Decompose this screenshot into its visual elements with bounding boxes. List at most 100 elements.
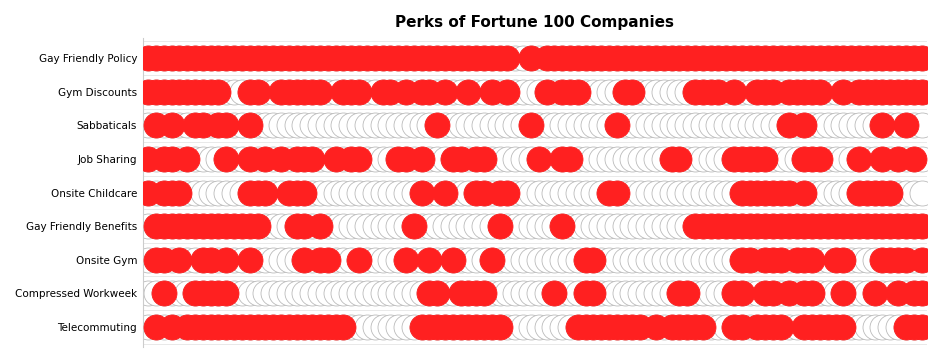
- Point: [757, 290, 772, 296]
- Point: [899, 156, 914, 162]
- Point: [320, 324, 335, 330]
- Point: [219, 156, 234, 162]
- Point: [235, 324, 250, 330]
- Point: [735, 290, 750, 296]
- Point: [555, 290, 570, 296]
- Point: [469, 324, 484, 330]
- Point: [578, 257, 593, 262]
- Point: [359, 89, 374, 95]
- Point: [235, 223, 250, 229]
- Point: [226, 190, 241, 195]
- Point: [437, 89, 452, 95]
- Point: [657, 290, 672, 296]
- Point: [906, 257, 921, 262]
- Point: [781, 89, 796, 95]
- Point: [414, 324, 430, 330]
- Point: [672, 190, 687, 195]
- Point: [868, 190, 883, 195]
- Point: [641, 190, 656, 195]
- Point: [593, 55, 609, 61]
- Point: [250, 122, 265, 128]
- Point: [586, 89, 601, 95]
- Point: [437, 190, 452, 195]
- Point: [586, 257, 601, 262]
- Point: [313, 223, 328, 229]
- Point: [203, 223, 219, 229]
- Point: [398, 257, 414, 262]
- Point: [844, 55, 859, 61]
- Point: [906, 290, 921, 296]
- Point: [609, 122, 625, 128]
- Point: [672, 122, 687, 128]
- Point: [531, 223, 546, 229]
- Point: [735, 156, 750, 162]
- Point: [883, 290, 898, 296]
- Point: [906, 55, 921, 61]
- Point: [289, 324, 304, 330]
- Point: [914, 55, 929, 61]
- Point: [203, 324, 219, 330]
- Point: [757, 223, 772, 229]
- Point: [282, 89, 297, 95]
- Point: [484, 324, 499, 330]
- Point: [679, 223, 694, 229]
- Point: [140, 122, 155, 128]
- Point: [446, 223, 461, 229]
- Point: [828, 156, 843, 162]
- Point: [422, 223, 437, 229]
- Point: [195, 55, 210, 61]
- Point: [688, 55, 703, 61]
- Point: [797, 324, 812, 330]
- Point: [477, 257, 492, 262]
- Point: [812, 324, 827, 330]
- Point: [156, 324, 171, 330]
- Point: [235, 55, 250, 61]
- Point: [477, 122, 492, 128]
- Point: [797, 223, 812, 229]
- Point: [313, 156, 328, 162]
- Point: [195, 156, 210, 162]
- Point: [531, 55, 546, 61]
- Point: [430, 324, 445, 330]
- Point: [219, 122, 234, 128]
- Point: [633, 55, 648, 61]
- Point: [297, 324, 312, 330]
- Point: [586, 190, 601, 195]
- Point: [766, 223, 781, 229]
- Point: [515, 324, 530, 330]
- Point: [828, 324, 843, 330]
- Point: [883, 257, 898, 262]
- Point: [735, 156, 750, 162]
- Point: [820, 122, 836, 128]
- Point: [719, 223, 734, 229]
- Point: [602, 190, 617, 195]
- Point: [735, 324, 750, 330]
- Point: [211, 290, 226, 296]
- Point: [773, 324, 788, 330]
- Point: [367, 156, 382, 162]
- Point: [375, 223, 390, 229]
- Point: [469, 190, 484, 195]
- Point: [570, 89, 585, 95]
- Point: [461, 190, 476, 195]
- Point: [797, 122, 812, 128]
- Point: [282, 290, 297, 296]
- Point: [430, 290, 445, 296]
- Point: [570, 290, 585, 296]
- Point: [297, 257, 312, 262]
- Point: [890, 324, 905, 330]
- Point: [742, 122, 757, 128]
- Point: [578, 324, 593, 330]
- Point: [836, 89, 851, 95]
- Point: [351, 55, 366, 61]
- Point: [773, 257, 788, 262]
- Point: [875, 190, 890, 195]
- Point: [914, 89, 929, 95]
- Point: [914, 324, 929, 330]
- Point: [797, 55, 812, 61]
- Point: [187, 122, 203, 128]
- Point: [899, 89, 914, 95]
- Point: [422, 257, 437, 262]
- Point: [203, 55, 219, 61]
- Point: [609, 122, 625, 128]
